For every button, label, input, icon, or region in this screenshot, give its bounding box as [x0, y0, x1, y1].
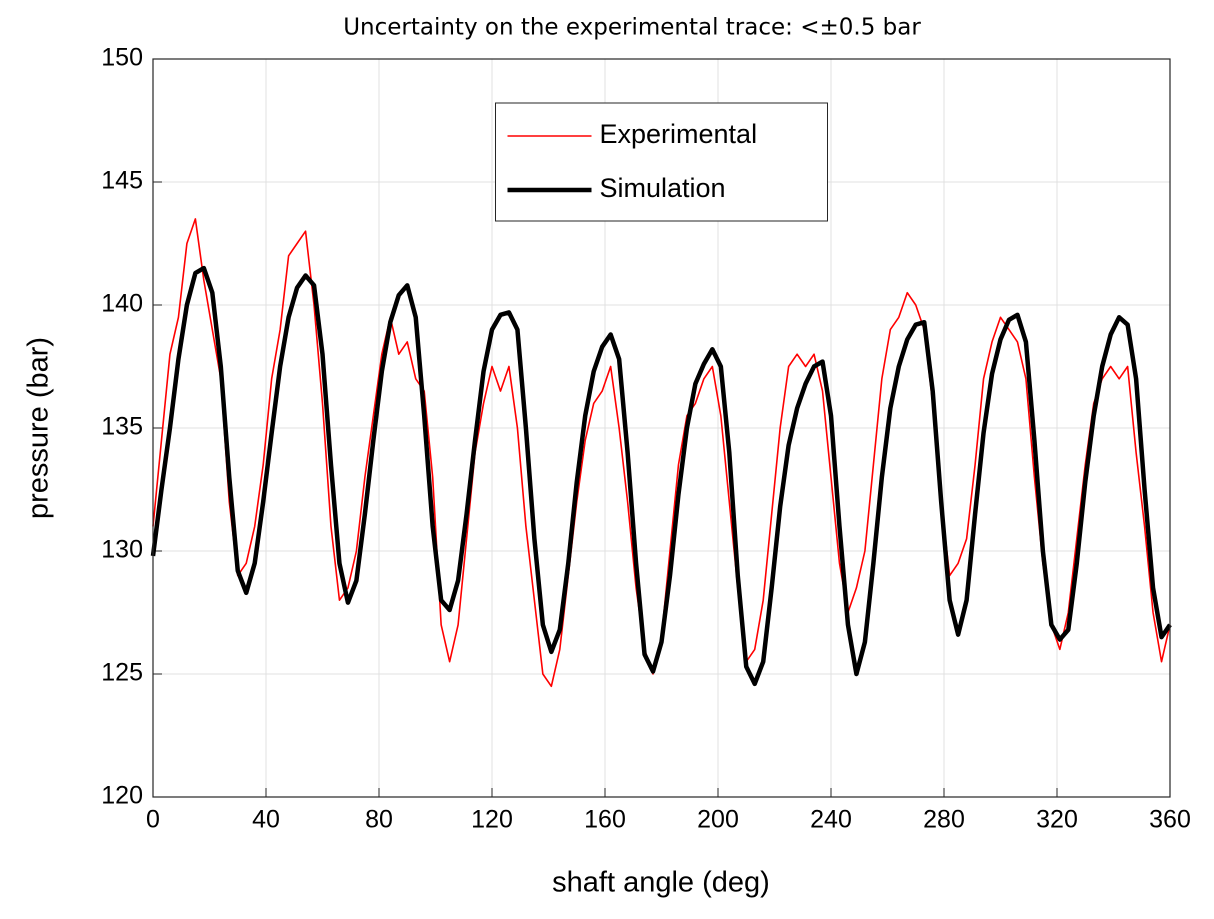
y-tick-label: 135 [101, 413, 143, 441]
x-tick-label: 200 [697, 806, 739, 834]
y-tick-label: 130 [101, 536, 143, 564]
legend [495, 102, 828, 222]
x-tick-label: 360 [1149, 806, 1191, 834]
x-tick-label: 80 [365, 806, 393, 834]
y-tick-label: 125 [101, 659, 143, 687]
x-tick-label: 280 [923, 806, 965, 834]
x-tick-label: 240 [810, 806, 852, 834]
legend-label: Experimental [600, 119, 758, 149]
plot-frame [152, 58, 1171, 798]
line-series [150, 265, 1172, 687]
y-tick-label: 120 [101, 782, 143, 810]
y-axis-label: pressure (bar) [23, 337, 55, 519]
x-tick-label: 320 [1036, 806, 1078, 834]
y-tick-label: 150 [101, 44, 143, 72]
chart-title: Uncertainty on the experimental trace: <… [343, 15, 921, 41]
x-tick-label: 0 [146, 806, 160, 834]
legend-label: Simulation [600, 173, 726, 203]
x-tick-label: 40 [252, 806, 280, 834]
y-tick-label: 140 [101, 290, 143, 318]
x-tick-label: 160 [584, 806, 626, 834]
x-tick-label: 120 [471, 806, 513, 834]
x-axis-label: shaft angle (deg) [552, 867, 770, 899]
y-tick-label: 145 [101, 167, 143, 195]
